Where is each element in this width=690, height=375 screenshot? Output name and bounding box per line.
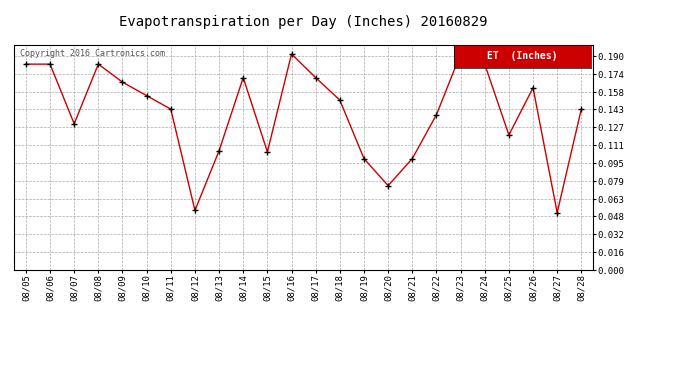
Text: Copyright 2016 Cartronics.com: Copyright 2016 Cartronics.com <box>19 50 165 58</box>
Text: Evapotranspiration per Day (Inches) 20160829: Evapotranspiration per Day (Inches) 2016… <box>119 15 488 29</box>
